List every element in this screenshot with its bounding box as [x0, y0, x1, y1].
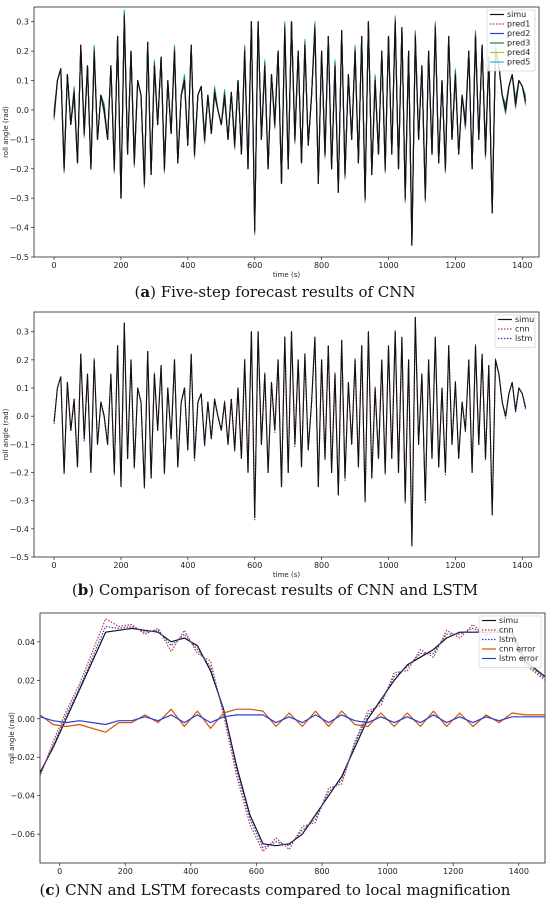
caption-b: (b) Comparison of forecast results of CN… — [71, 581, 479, 599]
x-tick-label: 400 — [183, 867, 198, 876]
y-tick-label: −0.4 — [10, 224, 29, 233]
y-tick-label: 0.04 — [17, 638, 35, 647]
y-tick-label: 0.0 — [16, 106, 29, 115]
series-line-lstm — [40, 625, 545, 849]
panel-c: 0 200 400 600 800 1000 1200 1400 −0.06 −0.04 −0.02… — [0, 605, 550, 909]
x-axis-label: time (s) — [273, 271, 300, 279]
y-tick-label: −0.02 — [10, 753, 35, 762]
series-group — [40, 618, 545, 853]
legend-label: simu — [499, 616, 518, 625]
legend-label: pred5 — [507, 58, 530, 67]
series-line-simu — [53, 15, 527, 246]
x-tick-label: 1000 — [377, 867, 397, 876]
x-tick-label: 1000 — [378, 261, 398, 270]
y-tick-label: −0.2 — [10, 469, 29, 478]
series-line-simu — [40, 627, 545, 847]
x-tick-label: 800 — [314, 867, 329, 876]
y-axis-label: roll angle (rad) — [2, 408, 10, 460]
x-tick-label: 1200 — [445, 561, 465, 570]
x-tick-label: 600 — [247, 261, 262, 270]
series-line-cnn-error — [40, 708, 545, 733]
legend-box — [486, 9, 536, 72]
legend-label: lstm — [499, 635, 517, 644]
series-line-simu — [53, 317, 527, 547]
x-axis-label: time (s) — [273, 571, 300, 579]
caption-a: (a) Five-step forecast results of CNN — [134, 283, 416, 301]
x-tick-label: 1400 — [509, 867, 529, 876]
x-tick-label: 0 — [52, 261, 57, 270]
series-line-cnn — [40, 618, 545, 853]
y-axis-label: roll angle (rad) — [2, 106, 10, 158]
chart-c: 0 200 400 600 800 1000 1200 1400 −0.06 −0.04 −0.02… — [8, 612, 546, 876]
legend-label: cnn — [515, 325, 530, 334]
chart-a: 0 200 400 600 800 1000 1200 1400 −0.5 −0.4 −0.3 −0.… — [2, 6, 540, 279]
x-tick-label: 0 — [57, 867, 62, 876]
x-tick-label: 600 — [249, 867, 264, 876]
y-tick-label: −0.5 — [10, 553, 29, 562]
y-tick-label: 0.2 — [16, 47, 29, 56]
legend-label: lstm error — [499, 654, 539, 663]
axes-frame — [33, 6, 540, 258]
y-tick-label: 0.00 — [17, 715, 35, 724]
y-tick-label: −0.06 — [10, 830, 35, 839]
x-tick-label: 1200 — [443, 867, 463, 876]
series-group — [53, 315, 527, 547]
y-tick-label: −0.1 — [10, 440, 29, 449]
caption-c: (c) CNN and LSTM forecasts compared to l… — [39, 881, 511, 899]
x-tick-label: 400 — [180, 261, 195, 270]
series-line-lstm-error — [40, 714, 545, 726]
y-tick-label: −0.3 — [10, 497, 29, 506]
y-tick-label: 0.1 — [16, 77, 29, 86]
y-tick-label: −0.04 — [10, 792, 35, 801]
x-tick-label: 800 — [314, 261, 329, 270]
axes-frame — [33, 311, 540, 558]
legend-label: simu — [507, 10, 526, 19]
y-tick-label: −0.1 — [10, 135, 29, 144]
x-tick-label: 200 — [118, 867, 133, 876]
x-tick-label: 400 — [180, 561, 195, 570]
x-tick-label: 600 — [247, 561, 262, 570]
y-axis-label: roll angle (rad) — [8, 712, 16, 764]
axes-frame — [39, 612, 546, 864]
legend-label: pred1 — [507, 20, 530, 29]
y-tick-label: 0.3 — [16, 328, 29, 337]
x-tick-label: 1000 — [378, 561, 398, 570]
x-tick-label: 200 — [113, 561, 128, 570]
x-tick-label: 1400 — [512, 561, 532, 570]
x-tick-label: 200 — [113, 261, 128, 270]
x-tick-label: 1200 — [445, 261, 465, 270]
legend-label: pred3 — [507, 39, 530, 48]
y-tick-label: −0.5 — [10, 253, 29, 262]
y-tick-label: −0.3 — [10, 194, 29, 203]
chart-b: 0 200 400 600 800 1000 1200 1400 −0.5 −0.4 −0.3 −0.… — [2, 311, 540, 579]
legend-box — [494, 314, 536, 348]
legend-label: cnn error — [499, 645, 536, 654]
legend-label: simu — [515, 315, 534, 324]
y-tick-label: −0.4 — [10, 525, 29, 534]
legend-label: pred4 — [507, 48, 530, 57]
legend-label: cnn — [499, 626, 514, 635]
x-tick-label: 0 — [52, 561, 57, 570]
y-tick-label: 0.3 — [16, 18, 29, 27]
y-tick-label: 0.2 — [16, 356, 29, 365]
y-tick-label: 0.02 — [17, 676, 35, 685]
legend-label: pred2 — [507, 29, 530, 38]
y-tick-label: −0.2 — [10, 165, 29, 174]
y-tick-label: 0.1 — [16, 384, 29, 393]
y-tick-label: 0.0 — [16, 412, 29, 421]
x-tick-label: 800 — [314, 561, 329, 570]
x-tick-label: 1400 — [512, 261, 532, 270]
legend-label: lstm — [515, 334, 533, 343]
series-group — [53, 9, 527, 246]
panel-b: 0 200 400 600 800 1000 1200 1400 −0.5 −0.4 −0.3 −0.… — [0, 305, 550, 605]
panel-a: 0 200 400 600 800 1000 1200 1400 −0.5 −0.4 −0.3 −0.… — [0, 0, 550, 310]
